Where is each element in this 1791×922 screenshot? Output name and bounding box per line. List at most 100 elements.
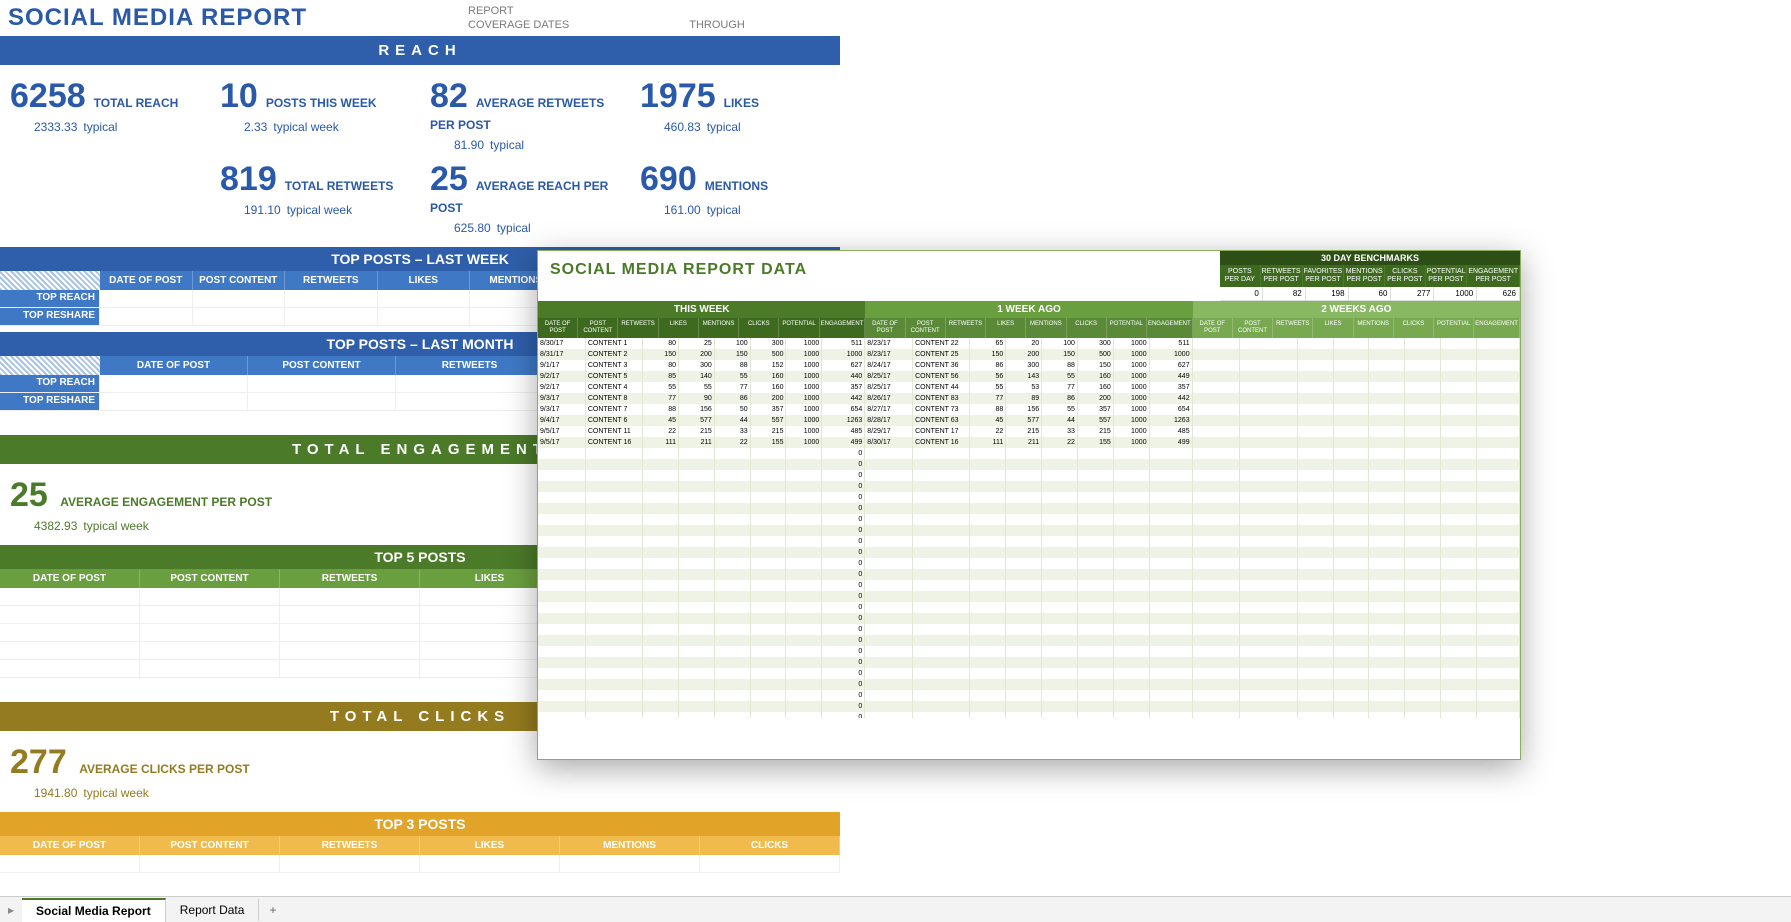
table-row[interactable]: 0 <box>538 492 1520 503</box>
metric-label: MENTIONS <box>705 179 768 193</box>
column-header: DATE OF POST <box>100 356 248 375</box>
table-cell[interactable] <box>248 375 396 392</box>
table-cell[interactable] <box>193 290 286 307</box>
table-cell[interactable] <box>0 588 140 605</box>
table-row[interactable]: 0 <box>538 613 1520 624</box>
column-header: POST CONTENT <box>140 569 280 588</box>
row-label: TOP REACH <box>0 290 100 307</box>
table-row[interactable]: 9/4/17CONTENT 64557744557100012638/28/17… <box>538 415 1520 426</box>
table-cell[interactable] <box>396 375 544 392</box>
table-cell[interactable] <box>280 660 420 677</box>
table-row[interactable]: 0 <box>538 701 1520 712</box>
metric-typical: 81.90typical <box>430 138 620 152</box>
table-cell[interactable] <box>280 642 420 659</box>
table-cell[interactable] <box>0 660 140 677</box>
table-cell[interactable] <box>280 606 420 623</box>
table-row[interactable]: 0 <box>538 569 1520 580</box>
table-row[interactable]: 9/5/17CONTENT 161112112215510004998/30/1… <box>538 437 1520 448</box>
table-row[interactable]: 9/3/17CONTENT 7881565035710006548/27/17C… <box>538 404 1520 415</box>
table-cell[interactable] <box>700 855 840 872</box>
table-cell[interactable] <box>193 308 286 325</box>
table-row[interactable]: 0 <box>538 459 1520 470</box>
metric-value: 10 <box>220 77 258 116</box>
table-row[interactable]: 0 <box>538 668 1520 679</box>
table-row[interactable]: 0 <box>538 558 1520 569</box>
week-header: 1 WEEK AGO <box>865 301 1192 318</box>
table-cell[interactable] <box>100 375 248 392</box>
table-row[interactable]: 0 <box>538 470 1520 481</box>
table-cell[interactable] <box>420 855 560 872</box>
tab-data[interactable]: Report Data <box>166 899 260 921</box>
metric-value: 1975 <box>640 77 716 116</box>
table-cell[interactable] <box>560 855 700 872</box>
table-cell[interactable] <box>140 606 280 623</box>
table-cell[interactable] <box>140 660 280 677</box>
table-cell[interactable] <box>396 393 544 410</box>
metric-value: 25 <box>430 160 468 199</box>
add-sheet-button[interactable]: + <box>259 903 286 917</box>
metric-typical: 460.83typical <box>640 120 830 134</box>
table-row[interactable]: 0 <box>538 514 1520 525</box>
data-grid[interactable]: 8/30/17CONTENT 1802510030010005118/23/17… <box>538 338 1520 718</box>
table-cell[interactable] <box>0 855 140 872</box>
table-row[interactable]: 0 <box>538 690 1520 701</box>
table-row[interactable]: 8/30/17CONTENT 1802510030010005118/23/17… <box>538 338 1520 349</box>
metric-label: TOTAL REACH <box>94 96 179 110</box>
table-cell[interactable] <box>280 855 420 872</box>
table-cell[interactable] <box>0 642 140 659</box>
column-header: POST CONTENT <box>140 836 280 855</box>
table-cell[interactable] <box>100 308 193 325</box>
table-row[interactable]: 0 <box>538 712 1520 718</box>
table-row[interactable]: 0 <box>538 602 1520 613</box>
column-header: RETWEETS <box>280 569 420 588</box>
tab-report[interactable]: Social Media Report <box>22 898 166 922</box>
column-header: POST CONTENT <box>193 271 286 290</box>
table-cell[interactable] <box>0 624 140 641</box>
metric-label: TOTAL RETWEETS <box>285 179 394 193</box>
column-header: MENTIONS <box>560 836 700 855</box>
table-cell[interactable] <box>248 393 396 410</box>
table-cell[interactable] <box>140 588 280 605</box>
table-row[interactable]: 0 <box>538 580 1520 591</box>
table-row[interactable]: 9/1/17CONTENT 3803008815210006278/24/17C… <box>538 360 1520 371</box>
table-cell[interactable] <box>100 393 248 410</box>
table-cell[interactable] <box>280 624 420 641</box>
page-title: SOCIAL MEDIA REPORT <box>8 4 468 32</box>
column-header: DATE OF POST <box>0 569 140 588</box>
table-row[interactable]: 8/31/17CONTENT 2150200150500100010008/23… <box>538 349 1520 360</box>
table-cell[interactable] <box>378 308 471 325</box>
table-cell[interactable] <box>378 290 471 307</box>
table-row[interactable]: 0 <box>538 547 1520 558</box>
row-label: TOP RESHARE <box>0 308 100 325</box>
table-row[interactable]: 0 <box>538 657 1520 668</box>
reach-band: REACH <box>0 36 840 65</box>
table-cell[interactable] <box>280 588 420 605</box>
table-cell[interactable] <box>140 855 280 872</box>
table-row[interactable]: 9/2/17CONTENT 5851405516010004408/25/17C… <box>538 371 1520 382</box>
table-cell[interactable] <box>100 290 193 307</box>
table-row[interactable]: 0 <box>538 646 1520 657</box>
metric-label: LIKES <box>724 96 759 110</box>
table-row[interactable]: 0 <box>538 679 1520 690</box>
table-row[interactable]: 0 <box>538 525 1520 536</box>
table-row[interactable]: 0 <box>538 448 1520 459</box>
metric-typical: 161.00typical <box>640 203 830 217</box>
table-row[interactable]: 0 <box>538 503 1520 514</box>
tab-nav-icon[interactable]: ▸ <box>0 903 22 917</box>
column-header: RETWEETS <box>280 836 420 855</box>
table-row[interactable]: 0 <box>538 481 1520 492</box>
column-header: CLICKS <box>700 836 840 855</box>
column-header: DATE OF POST <box>0 836 140 855</box>
table-row[interactable]: 9/5/17CONTENT 11222153321510004858/29/17… <box>538 426 1520 437</box>
table-cell[interactable] <box>0 606 140 623</box>
table-row[interactable]: 9/2/17CONTENT 455557716010003578/25/17CO… <box>538 382 1520 393</box>
table-cell[interactable] <box>285 308 378 325</box>
table-row[interactable]: 0 <box>538 635 1520 646</box>
table-cell[interactable] <box>285 290 378 307</box>
table-cell[interactable] <box>140 642 280 659</box>
table-row[interactable]: 0 <box>538 591 1520 602</box>
table-row[interactable]: 0 <box>538 624 1520 635</box>
table-cell[interactable] <box>140 624 280 641</box>
table-row[interactable]: 9/3/17CONTENT 877908620010004428/26/17CO… <box>538 393 1520 404</box>
table-row[interactable]: 0 <box>538 536 1520 547</box>
